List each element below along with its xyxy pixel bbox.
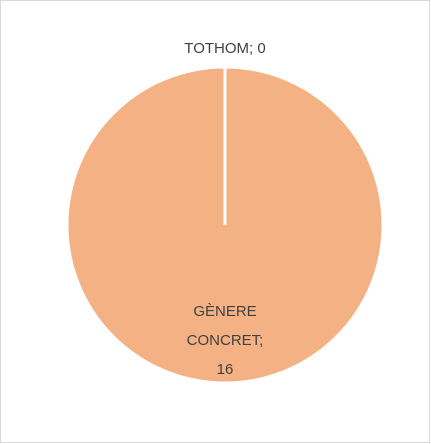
data-label: TOTHOM; 0 bbox=[184, 40, 266, 57]
data-label: GÈNERE CONCRET; 16 bbox=[186, 303, 264, 378]
